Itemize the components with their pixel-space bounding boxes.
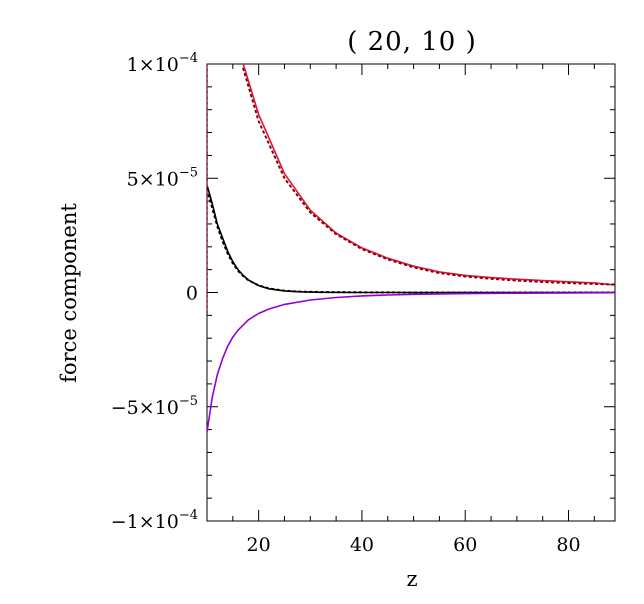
y-tick-label: 1×10−4	[127, 51, 198, 76]
y-axis-ticks: −1×10−4 −5×10−5 0 5×10−5 1×10−4	[111, 51, 615, 533]
x-tick-label: 60	[453, 534, 477, 556]
y-tick-label: 0	[186, 283, 198, 305]
series-line-4	[207, 188, 615, 294]
series-line-5	[207, 291, 615, 433]
x-tick-label: 80	[556, 534, 580, 556]
x-axis-ticks: 20 40 60 80	[206, 64, 595, 556]
y-tick-label: −5×10−5	[111, 394, 198, 419]
series-layer	[207, 64, 615, 433]
x-axis-label: z	[406, 567, 417, 591]
y-tick-label: −1×10−4	[111, 508, 198, 533]
y-axis-label: force component	[57, 203, 81, 383]
series-line-1	[242, 64, 615, 286]
series-line-3	[207, 184, 615, 294]
x-tick-label: 20	[247, 534, 271, 556]
series-line-2	[242, 67, 615, 286]
chart-title: ( 20, 10 )	[347, 27, 477, 57]
y-tick-label: 5×10−5	[127, 165, 198, 190]
x-tick-label: 40	[350, 534, 374, 556]
